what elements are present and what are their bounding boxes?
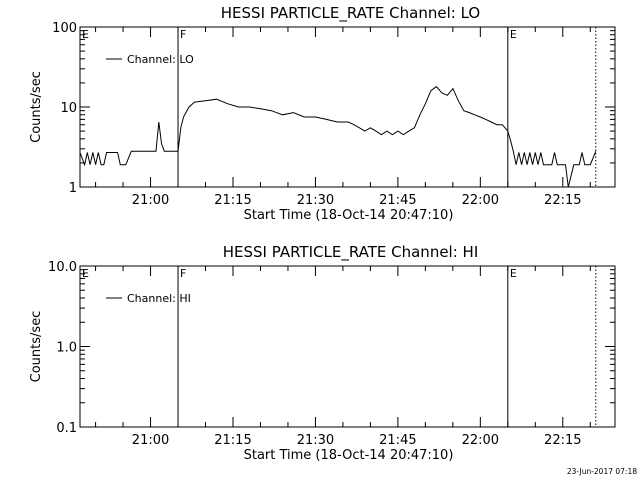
- plot-frame: [79, 265, 616, 428]
- legend-entry: Channel: LO: [127, 53, 194, 66]
- y-tick-label: 1.0: [56, 341, 77, 356]
- x-tick-label: 21:30: [297, 193, 334, 208]
- x-tick-label: 21:45: [379, 193, 416, 208]
- chart-title: HESSI PARTICLE_RATE Channel: LO: [221, 4, 480, 23]
- x-tick-label: 21:45: [379, 433, 416, 448]
- corner-label: E: [82, 28, 89, 41]
- y-tick-label: 10: [60, 101, 77, 116]
- series-line-0: [79, 85, 597, 188]
- chart-lo-panel: HESSI PARTICLE_RATE Channel: LO 1 10 100 21:…: [29, 4, 616, 223]
- x-tick-label: 21:15: [214, 193, 251, 208]
- marker-label: F: [180, 267, 186, 280]
- x-tick-label: 21:15: [214, 433, 251, 448]
- x-axis-label: Start Time (18-Oct-14 20:47:10): [244, 448, 454, 463]
- legend-entry: Channel: HI: [127, 292, 191, 305]
- x-tick-label: 21:00: [132, 433, 169, 448]
- x-tick-label: 22:00: [462, 433, 499, 448]
- corner-label: E: [82, 267, 89, 280]
- x-axis-label: Start Time (18-Oct-14 20:47:10): [244, 208, 454, 223]
- x-tick-label: 22:15: [544, 433, 581, 448]
- y-axis-label: Counts/sec: [29, 71, 44, 143]
- y-tick-label: 0.1: [56, 421, 77, 436]
- x-tick-label: 22:00: [462, 193, 499, 208]
- x-tick-label: 21:00: [132, 193, 169, 208]
- marker-label: F: [180, 28, 186, 41]
- y-tick-label: 10.0: [48, 260, 77, 275]
- chart-hi-panel: HESSI PARTICLE_RATE Channel: HI 0.1 1.0 10.…: [29, 243, 616, 463]
- x-tick-label: 22:15: [544, 193, 581, 208]
- marker-label: E: [510, 267, 517, 280]
- marker-label: E: [510, 28, 517, 41]
- y-tick-label: 1: [69, 181, 77, 196]
- chart-title: HESSI PARTICLE_RATE Channel: HI: [223, 243, 479, 262]
- plot-frame: [79, 26, 616, 188]
- x-tick-label: 21:30: [297, 433, 334, 448]
- y-axis-label: Counts/sec: [29, 311, 44, 383]
- y-tick-label: 100: [52, 21, 77, 36]
- footer-timestamp: 23-Jun-2017 07:18: [567, 467, 637, 476]
